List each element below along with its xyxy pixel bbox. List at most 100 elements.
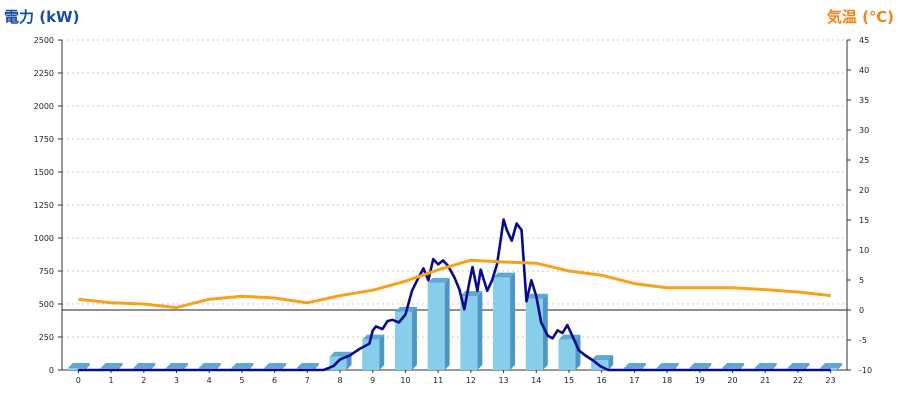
x-tick-label: 14 — [531, 376, 541, 385]
left-tick-label: 1500 — [34, 168, 54, 177]
x-tick-label: 8 — [337, 376, 342, 385]
power-bar-top — [623, 363, 646, 368]
right-tick-label: -10 — [859, 366, 872, 375]
power-bar-top — [100, 363, 123, 368]
power-bar-front — [525, 298, 543, 370]
power-bar-top — [787, 363, 810, 368]
x-tick-labels: 0 1 2 3 4 5 6 7 8 9 10 11 12 13 14 15 16 17 18 19 20 21 22 23 — [76, 376, 836, 385]
power-bar-top — [264, 363, 287, 368]
left-tick-label: 0 — [49, 366, 54, 375]
power-bar-top — [165, 363, 188, 368]
x-tick-label: 16 — [597, 376, 607, 385]
left-tick-label: 1750 — [34, 135, 54, 144]
x-tick-label: 2 — [141, 376, 146, 385]
power-bar-top — [133, 363, 156, 368]
power-bar-side — [281, 363, 287, 370]
x-tick-label: 21 — [760, 376, 770, 385]
power-bar-side — [739, 363, 745, 370]
x-tick-label: 12 — [466, 376, 476, 385]
power-bar-front — [427, 282, 445, 370]
power-bar-side — [510, 272, 516, 370]
power-bar — [558, 334, 581, 370]
power-bar-side — [444, 277, 450, 370]
right-tick-label: 40 — [859, 66, 869, 75]
x-tick-label: 15 — [564, 376, 574, 385]
right-tick-label: -5 — [859, 336, 867, 345]
right-tick-label: 35 — [859, 96, 869, 105]
x-tick-label: 13 — [498, 376, 508, 385]
power-bar-top — [329, 351, 352, 357]
x-tick-label: 19 — [695, 376, 705, 385]
left-tick-labels: 0 250 500 750 1000 1250 1500 1750 2000 2250 2500 — [34, 36, 54, 375]
right-tick-label: 30 — [859, 126, 869, 135]
left-tick-label: 2250 — [34, 69, 54, 78]
power-bar-top — [558, 334, 581, 340]
x-tick-label: 18 — [662, 376, 672, 385]
left-tick-label: 1000 — [34, 234, 54, 243]
power-bar-side — [706, 363, 712, 370]
left-tick-label: 750 — [39, 267, 54, 276]
x-tick-label: 1 — [109, 376, 114, 385]
power-bar-top — [427, 277, 450, 283]
power-bar — [67, 363, 90, 370]
x-tick-label: 6 — [272, 376, 277, 385]
left-tick-label: 2500 — [34, 36, 54, 45]
right-tick-label: 10 — [859, 246, 869, 255]
left-tick-label: 2000 — [34, 102, 54, 111]
power-bar-side — [411, 306, 417, 370]
power-bar-side — [608, 355, 614, 370]
power-bar-side — [182, 363, 188, 370]
power-bar — [427, 277, 450, 370]
grid-lines — [62, 39, 847, 338]
x-tick-label: 7 — [305, 376, 310, 385]
power-bars — [67, 272, 843, 370]
right-tick-label: 5 — [859, 276, 864, 285]
y-axis-right-title: 気温 (℃) — [826, 8, 894, 26]
power-bar-side — [117, 363, 123, 370]
power-bar-side — [771, 363, 777, 370]
power-bar-side — [640, 363, 646, 370]
power-line — [78, 218, 831, 372]
x-tick-label: 5 — [239, 376, 244, 385]
power-bar-side — [673, 363, 679, 370]
power-bar-side — [837, 363, 843, 370]
power-bar — [394, 306, 417, 370]
right-tick-label: 15 — [859, 216, 869, 225]
left-tick-label: 1250 — [34, 201, 54, 210]
power-bar-side — [84, 363, 90, 370]
x-tick-label: 3 — [174, 376, 179, 385]
power-bar-front — [394, 311, 412, 370]
power-bar — [493, 272, 516, 370]
left-tick-label: 500 — [39, 300, 54, 309]
power-bar-top — [591, 355, 614, 361]
power-bar-front — [460, 296, 478, 370]
right-tick-label: 45 — [859, 36, 869, 45]
y-axis-left-title: 電力 (kW) — [4, 8, 80, 26]
power-bar-top — [67, 363, 90, 368]
power-bar-side — [150, 363, 156, 370]
x-tick-label: 20 — [727, 376, 737, 385]
series-lines — [78, 218, 831, 372]
power-bar-top — [722, 363, 745, 368]
power-bar-side — [313, 363, 319, 370]
x-tick-label: 4 — [207, 376, 212, 385]
power-bar-top — [362, 334, 385, 340]
x-tick-label: 23 — [826, 376, 836, 385]
power-bar-top — [296, 363, 319, 368]
power-bar-top — [656, 363, 679, 368]
temperature-line — [78, 258, 831, 310]
power-bar-top — [231, 363, 254, 368]
x-tick-label: 10 — [400, 376, 410, 385]
right-tick-label: 0 — [859, 306, 864, 315]
power-bar-top — [820, 363, 843, 368]
power-bar-side — [804, 363, 810, 370]
x-tick-label: 9 — [370, 376, 375, 385]
power-bar-side — [477, 291, 483, 370]
x-tick-label: 0 — [76, 376, 81, 385]
x-tick-label: 17 — [629, 376, 639, 385]
x-tick-label: 11 — [433, 376, 443, 385]
power-bar — [362, 334, 385, 370]
power-bar-front — [67, 368, 85, 370]
power-bar-top — [689, 363, 712, 368]
